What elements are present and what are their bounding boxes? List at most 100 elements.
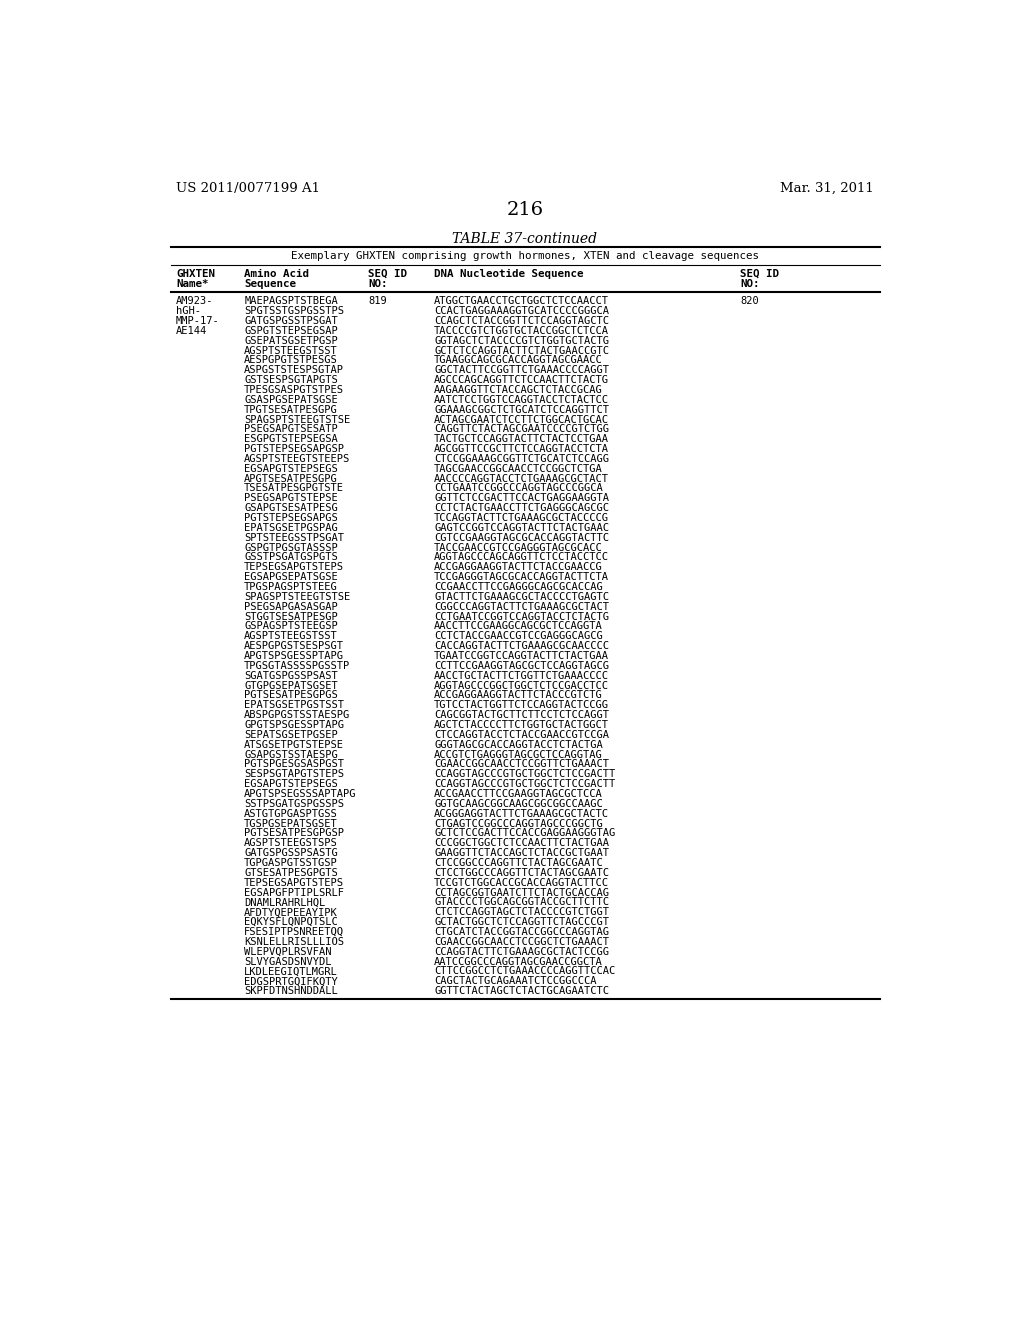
Text: AAGAAGGTTCTACCAGCTCTACCGCAG: AAGAAGGTTCTACCAGCTCTACCGCAG	[434, 385, 603, 395]
Text: PGTSESATPESGPGS: PGTSESATPESGPGS	[245, 690, 338, 701]
Text: SPAGSPTSTEEGTSTSE: SPAGSPTSTEEGTSTSE	[245, 591, 350, 602]
Text: AGSPTSTEEGSTSPS: AGSPTSTEEGSTSPS	[245, 838, 338, 849]
Text: AESPGPGTSTPESGS: AESPGPGTSTPESGS	[245, 355, 338, 366]
Text: CCTTCCGAAGGTAGCGCTCCAGGTAGCG: CCTTCCGAAGGTAGCGCTCCAGGTAGCG	[434, 661, 609, 671]
Text: GAAGGTTCTACCAGCTCTACCGCTGAAT: GAAGGTTCTACCAGCTCTACCGCTGAAT	[434, 849, 609, 858]
Text: AGGTAGCCCGGCTGGCTCTCCGACCTCC: AGGTAGCCCGGCTGGCTCTCCGACCTCC	[434, 681, 609, 690]
Text: TGTCCTACTGGTTCTCCAGGTACTCCGG: TGTCCTACTGGTTCTCCAGGTACTCCGG	[434, 701, 609, 710]
Text: TPESGSASPGTSTPES: TPESGSASPGTSTPES	[245, 385, 344, 395]
Text: CCACTGAGGAAAGGTGCATCCCCGGGCA: CCACTGAGGAAAGGTGCATCCCCGGGCA	[434, 306, 609, 315]
Text: CTCTCCAGGTAGCTCTACCCCGTCTGGT: CTCTCCAGGTAGCTCTACCCCGTCTGGT	[434, 907, 609, 917]
Text: 216: 216	[506, 201, 544, 219]
Text: CAGGTTCTACTAGCGAATCCCCGTCTGG: CAGGTTCTACTAGCGAATCCCCGTCTGG	[434, 424, 609, 434]
Text: EGSAPGSEPATSGSE: EGSAPGSEPATSGSE	[245, 572, 338, 582]
Text: CCAGCTCTACCGGTTCTCCAGGTAGCTC: CCAGCTCTACCGGTTCTCCAGGTAGCTC	[434, 315, 609, 326]
Text: 820: 820	[740, 296, 759, 306]
Text: TEPSEGSAPGTSTEPS: TEPSEGSAPGTSTEPS	[245, 878, 344, 888]
Text: PGTSTEPSEGSAPGS: PGTSTEPSEGSAPGS	[245, 513, 338, 523]
Text: MMP-17-: MMP-17-	[176, 315, 220, 326]
Text: ATSGSETPGTSTEPSE: ATSGSETPGTSTEPSE	[245, 739, 344, 750]
Text: CAGCTACTGCAGAAATCTCCGGCCCA: CAGCTACTGCAGAAATCTCCGGCCCA	[434, 977, 597, 986]
Text: CCAGGTAGCCCGTGCTGGCTCTCCGACTT: CCAGGTAGCCCGTGCTGGCTCTCCGACTT	[434, 770, 615, 779]
Text: SLVYGASDSNVYDL: SLVYGASDSNVYDL	[245, 957, 332, 966]
Text: AATCTCCTGGTCCAGGTACCTCTACTCC: AATCTCCTGGTCCAGGTACCTCTACTCC	[434, 395, 609, 405]
Text: CGAACCGGCAACCTCCGGCTCTGAAACT: CGAACCGGCAACCTCCGGCTCTGAAACT	[434, 937, 609, 946]
Text: PGTSPGESGSASPGST: PGTSPGESGSASPGST	[245, 759, 344, 770]
Text: US 2011/0077199 A1: US 2011/0077199 A1	[176, 182, 321, 194]
Text: TCCGAGGGTAGCGCACCAGGTACTTCTA: TCCGAGGGTAGCGCACCAGGTACTTCTA	[434, 572, 609, 582]
Text: PGTSESATPESGPGSP: PGTSESATPESGPGSP	[245, 829, 344, 838]
Text: AGCGGTTCCGCTTCTCCAGGTACCTCTA: AGCGGTTCCGCTTCTCCAGGTACCTCTA	[434, 444, 609, 454]
Text: TEPSEGSAPGTSTEPS: TEPSEGSAPGTSTEPS	[245, 562, 344, 573]
Text: GGTAGCTCTACCCCGTCTGGTGCTACTG: GGTAGCTCTACCCCGTCTGGTGCTACTG	[434, 335, 609, 346]
Text: ATGGCTGAACCTGCTGGCTCTCCAACCT: ATGGCTGAACCTGCTGGCTCTCCAACCT	[434, 296, 609, 306]
Text: KSNLELLRISLLLIOS: KSNLELLRISLLLIOS	[245, 937, 344, 946]
Text: Sequence: Sequence	[245, 280, 296, 289]
Text: STGGTSESATPESGP: STGGTSESATPESGP	[245, 611, 338, 622]
Text: ACCGAGGAAGGTACTTCTACCCGTCTG: ACCGAGGAAGGTACTTCTACCCGTCTG	[434, 690, 603, 701]
Text: AGSPTSTEEGSTSST: AGSPTSTEEGSTSST	[245, 346, 338, 355]
Text: GTSESATPESGPGTS: GTSESATPESGPGTS	[245, 867, 338, 878]
Text: CTTCCGGCCTCTGAAACCCCAGGTTCCAC: CTTCCGGCCTCTGAAACCCCAGGTTCCAC	[434, 966, 615, 977]
Text: LKDLEEGIQTLMGRL: LKDLEEGIQTLMGRL	[245, 966, 338, 977]
Text: TGAATCCGGTCCAGGTACTTCTACTGAA: TGAATCCGGTCCAGGTACTTCTACTGAA	[434, 651, 609, 661]
Text: CCCGGCTGGCTCTCCAACTTCTACTGAA: CCCGGCTGGCTCTCCAACTTCTACTGAA	[434, 838, 609, 849]
Text: EGSAPGTSTEPSEGS: EGSAPGTSTEPSEGS	[245, 779, 338, 789]
Text: ACCGTCTGAGGGTAGCGCTCCAGGTAG: ACCGTCTGAGGGTAGCGCTCCAGGTAG	[434, 750, 603, 759]
Text: GHXTEN: GHXTEN	[176, 268, 215, 279]
Text: CCAGGTAGCCCGTGCTGGCTCTCCGACTT: CCAGGTAGCCCGTGCTGGCTCTCCGACTT	[434, 779, 615, 789]
Text: PSEGSAPGTSESATP: PSEGSAPGTSESATP	[245, 424, 338, 434]
Text: GTGPGSEPATSGSET: GTGPGSEPATSGSET	[245, 681, 338, 690]
Text: CTCCGGAAAGCGGTTCTGCATCTCCAGG: CTCCGGAAAGCGGTTCTGCATCTCCAGG	[434, 454, 609, 463]
Text: SEQ ID: SEQ ID	[369, 268, 408, 279]
Text: Amino Acid: Amino Acid	[245, 268, 309, 279]
Text: GGAAAGCGGCTCTGCATCTCCAGGTTCT: GGAAAGCGGCTCTGCATCTCCAGGTTCT	[434, 405, 609, 414]
Text: TGSPGSEPATSGSET: TGSPGSEPATSGSET	[245, 818, 338, 829]
Text: AFDTYQEPEEAYIPK: AFDTYQEPEEAYIPK	[245, 907, 338, 917]
Text: TSESATPESGPGTSTE: TSESATPESGPGTSTE	[245, 483, 344, 494]
Text: MAEPAGSPTSTBEGA: MAEPAGSPTSTBEGA	[245, 296, 338, 306]
Text: GSAPGTSESATPESG: GSAPGTSESATPESG	[245, 503, 338, 513]
Text: ASPGSTSTESPSGTAP: ASPGSTSTESPSGTAP	[245, 366, 344, 375]
Text: CAGCGGTACTGCTTCTTCCTCTCCAGGT: CAGCGGTACTGCTTCTTCCTCTCCAGGT	[434, 710, 609, 721]
Text: APGTSESATPESGPG: APGTSESATPESGPG	[245, 474, 338, 483]
Text: CCTGAATCCGGCCCAGGTAGCCCGGCA: CCTGAATCCGGCCCAGGTAGCCCGGCA	[434, 483, 603, 494]
Text: GGTGCAAGCGGCAAGCGGCGGCCAAGC: GGTGCAAGCGGCAAGCGGCGGCCAAGC	[434, 799, 603, 809]
Text: NO:: NO:	[369, 280, 388, 289]
Text: TABLE 37-continued: TABLE 37-continued	[453, 231, 597, 246]
Text: CCTGAATCCGGTCCAGGTACCTCTACTG: CCTGAATCCGGTCCAGGTACCTCTACTG	[434, 611, 609, 622]
Text: GCTCTCCAGGTACTTCTACTGAACCGTC: GCTCTCCAGGTACTTCTACTGAACCGTC	[434, 346, 609, 355]
Text: CTCCGGCCCAGGTTCTACTAGCGAATC: CTCCGGCCCAGGTTCTACTAGCGAATC	[434, 858, 603, 869]
Text: EPATSGSETPGSPAG: EPATSGSETPGSPAG	[245, 523, 338, 533]
Text: ESGPGTSTEPSEGSA: ESGPGTSTEPSEGSA	[245, 434, 338, 445]
Text: DNAMLRAHRLHQL: DNAMLRAHRLHQL	[245, 898, 326, 907]
Text: EGSAPGFPTIPLSRLF: EGSAPGFPTIPLSRLF	[245, 887, 344, 898]
Text: TACCGAACCGTCCGAGGGTAGCGCACC: TACCGAACCGTCCGAGGGTAGCGCACC	[434, 543, 603, 553]
Text: Name*: Name*	[176, 280, 209, 289]
Text: AACCCCAGGTACCTCTGAAAGCGCTACT: AACCCCAGGTACCTCTGAAAGCGCTACT	[434, 474, 609, 483]
Text: GSPAGSPTSTEEGSP: GSPAGSPTSTEEGSP	[245, 622, 338, 631]
Text: GSTSESPSGTAPGTS: GSTSESPSGTAPGTS	[245, 375, 338, 385]
Text: SSTPSGATGSPGSSPS: SSTPSGATGSPGSSPS	[245, 799, 344, 809]
Text: EGSAPGTSTEPSEGS: EGSAPGTSTEPSEGS	[245, 463, 338, 474]
Text: GCTCTCCGACTTCCACCGAGGAAGGGTAG: GCTCTCCGACTTCCACCGAGGAAGGGTAG	[434, 829, 615, 838]
Text: TPGTSESATPESGPG: TPGTSESATPESGPG	[245, 405, 338, 414]
Text: APGTSPSGESSPTAPG: APGTSPSGESSPTAPG	[245, 651, 344, 661]
Text: TGPGASPGTSSTGSP: TGPGASPGTSSTGSP	[245, 858, 338, 869]
Text: AESPGPGSTSESPSGT: AESPGPGSTSESPSGT	[245, 642, 344, 651]
Text: SGATGSPGSSPSAST: SGATGSPGSSPSAST	[245, 671, 338, 681]
Text: GAGTCCGGTCCAGGTACTTCTACTGAAC: GAGTCCGGTCCAGGTACTTCTACTGAAC	[434, 523, 609, 533]
Text: ACCGAGGAAGGTACTTCTACCGAACCG: ACCGAGGAAGGTACTTCTACCGAACCG	[434, 562, 603, 573]
Text: GSPGTSTEPSEGSAP: GSPGTSTEPSEGSAP	[245, 326, 338, 335]
Text: CCTCTACCGAACCGTCCGAGGGCAGCG: CCTCTACCGAACCGTCCGAGGGCAGCG	[434, 631, 603, 642]
Text: CTCCTGGCCCAGGTTCTACTAGCGAATC: CTCCTGGCCCAGGTTCTACTAGCGAATC	[434, 867, 609, 878]
Text: SPAGSPTSTEEGTSTSE: SPAGSPTSTEEGTSTSE	[245, 414, 350, 425]
Text: PSEGSAPGTSTEPSE: PSEGSAPGTSTEPSE	[245, 494, 338, 503]
Text: GGTTCTACTAGCTCTACTGCAGAATCTC: GGTTCTACTAGCTCTACTGCAGAATCTC	[434, 986, 609, 997]
Text: DNA Nucleotide Sequence: DNA Nucleotide Sequence	[434, 268, 584, 279]
Text: CCTAGCGGTGAATCTTCTACTGCACCAG: CCTAGCGGTGAATCTTCTACTGCACCAG	[434, 887, 609, 898]
Text: TPGSPAGSPTSTEEG: TPGSPAGSPTSTEEG	[245, 582, 338, 593]
Text: ASTGTGPGASPTGSS: ASTGTGPGASPTGSS	[245, 809, 338, 818]
Text: AGCCCAGCAGGTTCTCCAACTTCTACTG: AGCCCAGCAGGTTCTCCAACTTCTACTG	[434, 375, 609, 385]
Text: ACCGAACCTTCCGAAGGTAGCGCTCCA: ACCGAACCTTCCGAAGGTAGCGCTCCA	[434, 789, 603, 799]
